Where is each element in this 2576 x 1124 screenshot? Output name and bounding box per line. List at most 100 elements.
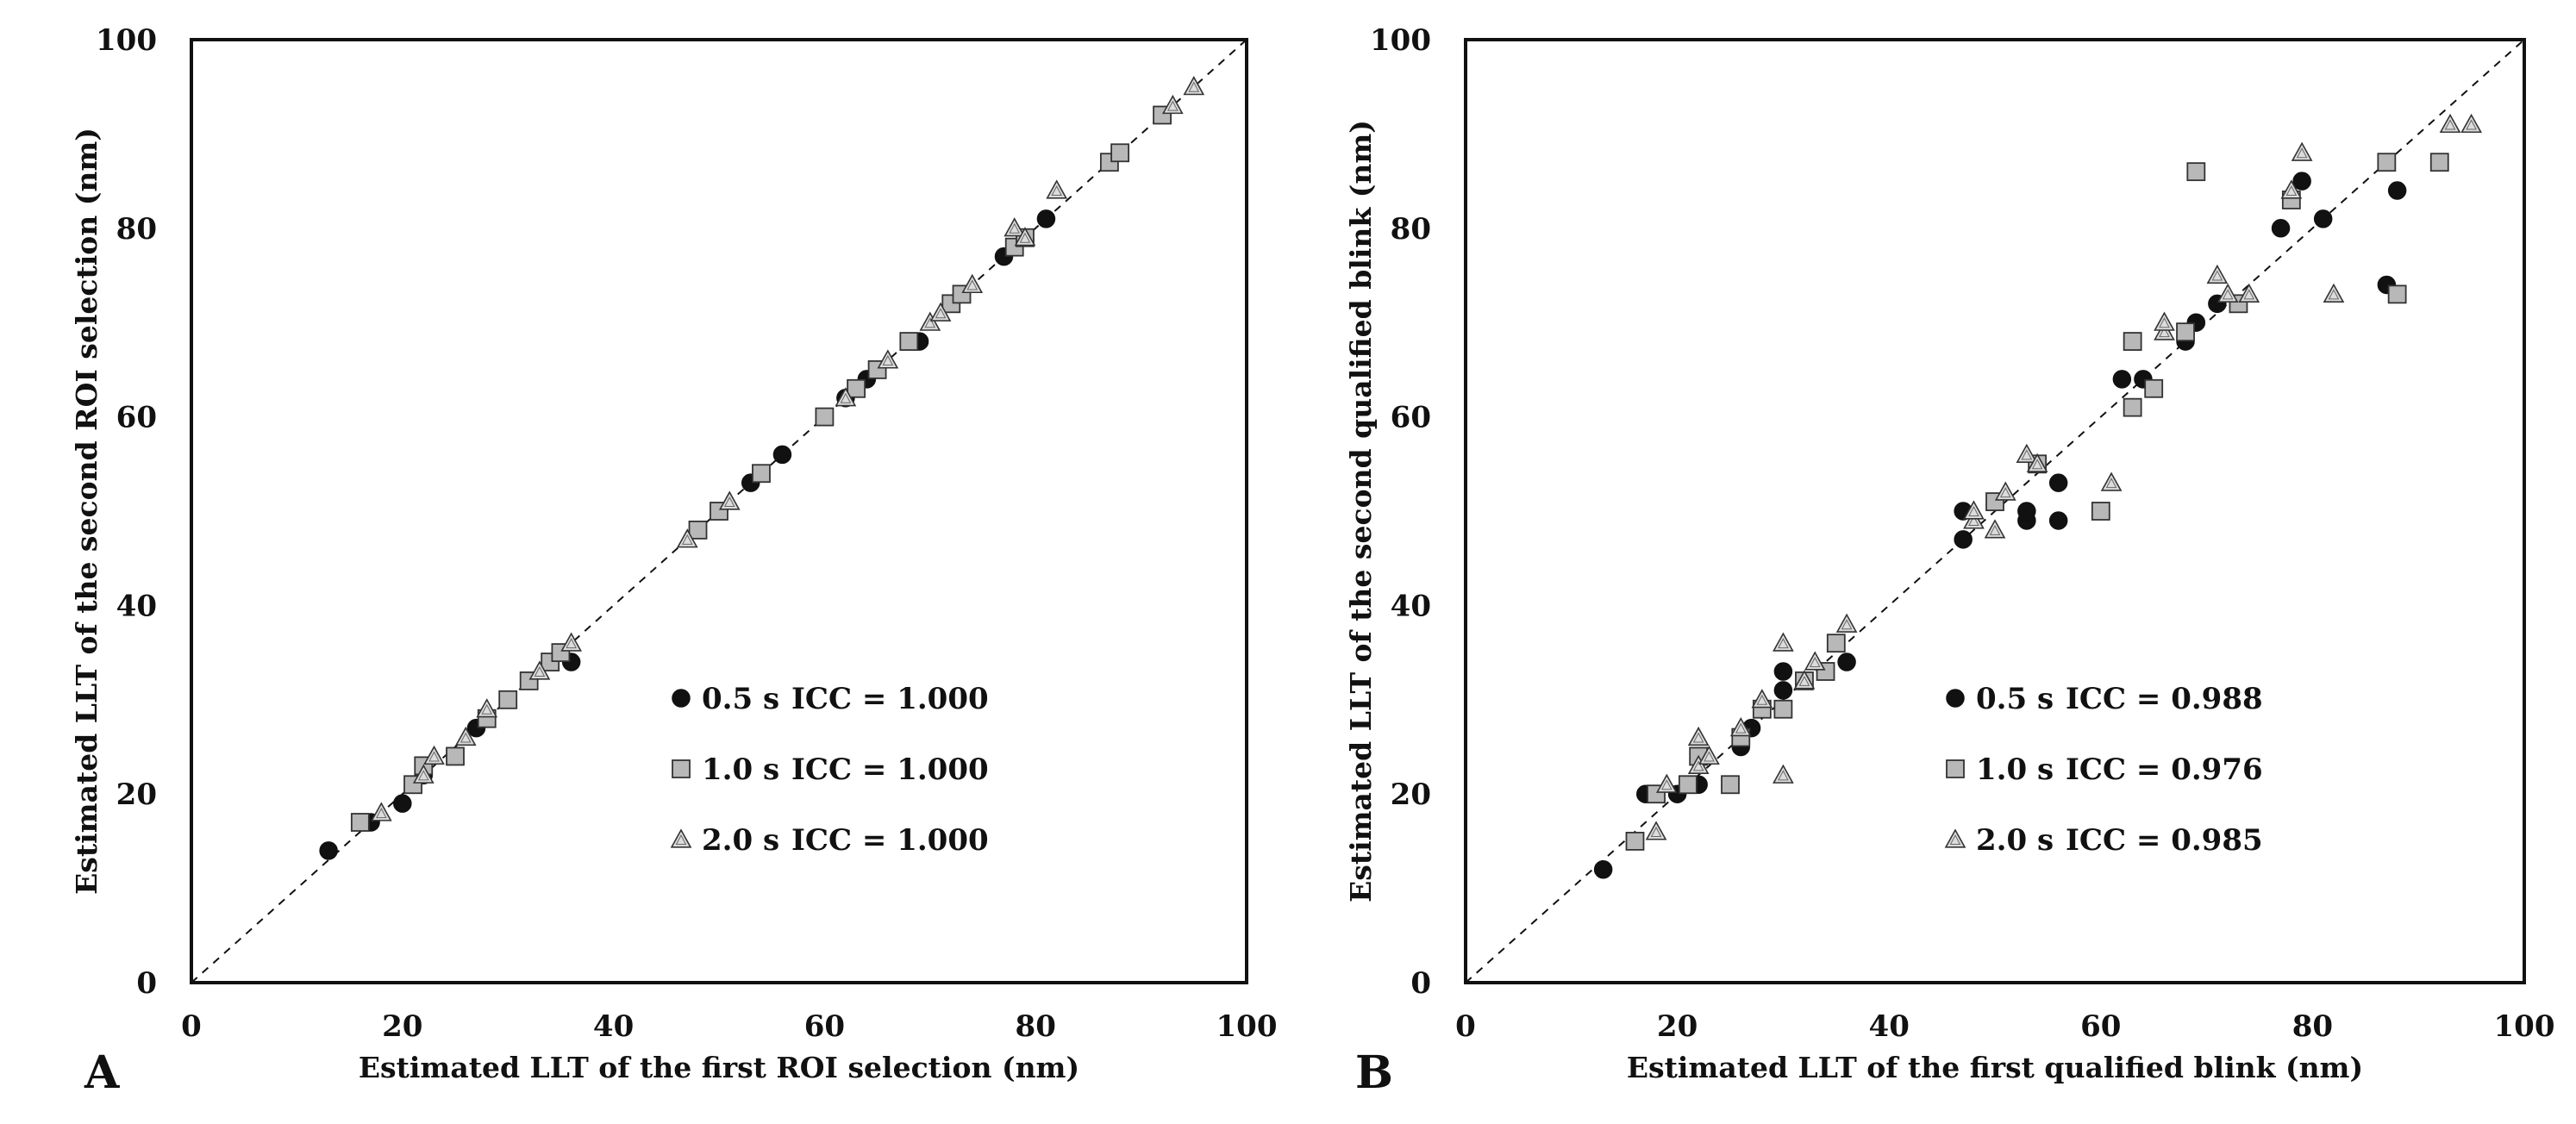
x-tick-label: 40 [593, 1009, 634, 1044]
data-point-square [752, 464, 771, 484]
y-tick-label: 20 [1391, 777, 1431, 812]
data-point-square [1721, 775, 1740, 795]
data-point-square [899, 332, 919, 351]
x-tick-label: 100 [1216, 1009, 1278, 1044]
data-point-triangle-inner [1968, 515, 1979, 526]
data-point-triangle-inner [1660, 779, 1673, 790]
data-point-triangle-inner [1841, 619, 1853, 630]
legend-series-name: 1.0 s [1976, 752, 2054, 787]
x-tick-label: 0 [1455, 1009, 1476, 1044]
data-point-square [498, 690, 518, 709]
data-point-triangle-inner [2021, 449, 2033, 460]
data-point-circle [1036, 209, 1056, 228]
y-tick-label: 40 [116, 589, 157, 623]
data-point-triangle [919, 311, 941, 331]
data-point-circle [772, 445, 792, 465]
data-point-triangle-inner [1051, 185, 1063, 197]
y-tick-label: 20 [116, 777, 157, 812]
data-point-triangle-inner [1650, 826, 1662, 837]
data-point-square [2429, 153, 2449, 172]
data-point-triangle-inner [1009, 222, 1021, 234]
data-point-triangle [1963, 500, 1985, 520]
data-point-triangle [1963, 509, 1985, 529]
data-point-triangle [1687, 754, 1710, 774]
data-point-triangle-inner [1019, 232, 1031, 243]
data-point-circle [2017, 502, 2036, 521]
data-point-triangle-inner [2031, 459, 2043, 470]
data-point-circle [2271, 219, 2291, 238]
data-point-triangle-inner [2159, 317, 2170, 328]
legend: 0.5 s ICC = 0.988 1.0 s ICC = 0.976 2.0 s ICC… [1944, 682, 2263, 858]
series-square [1625, 153, 2449, 851]
x-axis-label: Estimated LLT of the first qualified bli… [1627, 1051, 2363, 1084]
data-point-triangle [2460, 113, 2482, 134]
data-point-triangle [2154, 311, 2175, 331]
data-point-square [2123, 397, 2142, 417]
data-point-circle [1773, 681, 1793, 700]
data-point-triangle [423, 745, 445, 765]
legend: 0.5 s ICC = 1.000 1.0 s ICC = 1.000 2.0 s ICC… [670, 682, 989, 858]
x-tick-label: 80 [2292, 1009, 2333, 1044]
data-point-square [1625, 832, 1645, 851]
data-point-triangle-inner [2159, 327, 2170, 338]
data-point-triangle [2206, 264, 2229, 284]
data-point-triangle-inner [460, 732, 472, 743]
data-point-square [2091, 502, 2110, 521]
data-point-square [2387, 284, 2407, 304]
data-point-circle [1773, 662, 1793, 681]
data-point-triangle [877, 349, 899, 369]
data-point-triangle [2439, 113, 2461, 134]
data-point-triangle-inner [2296, 147, 2308, 159]
chart-panel-b: 0 20 40 60 80 100 0 20 40 60 80 100 Estimated LLT of… [1344, 23, 2554, 1099]
data-point-triangle-inner [1798, 675, 1810, 686]
data-point-circle [2112, 370, 2132, 389]
data-point-triangle [1835, 613, 1858, 633]
y-axis-label: Estimated LLT of the second ROI selectio… [70, 128, 103, 895]
data-point-triangle-inner [2105, 478, 2117, 489]
data-point-triangle [1046, 179, 1068, 199]
x-tick-label: 0 [181, 1009, 202, 1044]
data-point-triangle [718, 490, 741, 510]
data-point-triangle-inner [428, 751, 440, 762]
data-point-triangle [476, 698, 498, 718]
data-point-triangle [2216, 283, 2239, 303]
data-point-triangle-inner [375, 808, 387, 819]
legend-marker-circle [672, 689, 691, 708]
data-point-triangle [454, 726, 477, 746]
legend-icc-label: ICC = 0.988 [2066, 682, 2263, 716]
data-point-triangle-inner [481, 703, 493, 715]
data-point-triangle-inner [2466, 119, 2477, 130]
y-tick-label: 60 [1391, 401, 1431, 435]
data-point-triangle [1994, 481, 2016, 501]
data-point-triangle [1793, 670, 1816, 690]
data-point-triangle [2016, 443, 2038, 463]
y-tick-label: 60 [116, 401, 157, 435]
data-point-triangle-inner [1756, 694, 1768, 705]
data-point-triangle-inner [2444, 119, 2456, 130]
x-tick-label: 80 [1016, 1009, 1056, 1044]
data-point-triangle-inner [1968, 505, 1979, 516]
data-point-triangle-inner [935, 308, 947, 319]
data-point-triangle-inner [1778, 770, 1789, 781]
legend-marker-triangle-inner [1949, 834, 1961, 845]
data-point-triangle [1655, 773, 1678, 793]
data-point-circle [2292, 172, 2311, 190]
data-point-triangle-inner [566, 638, 577, 649]
data-point-triangle-inner [2243, 289, 2255, 300]
data-point-triangle [676, 528, 698, 548]
data-point-square [847, 378, 866, 398]
x-tick-label: 60 [804, 1009, 845, 1044]
data-point-triangle-inner [417, 770, 429, 781]
data-point-circle [1837, 653, 1856, 671]
data-point-triangle [2026, 453, 2048, 472]
data-point-triangle-inner [1166, 100, 1179, 111]
series-circle [1593, 172, 2407, 879]
data-point-triangle [2280, 179, 2303, 199]
data-point-triangle [412, 764, 435, 784]
data-point-square [1678, 775, 1698, 795]
data-point-triangle-inner [2211, 270, 2223, 281]
data-point-square [2144, 378, 2164, 398]
y-tick-label: 40 [1391, 589, 1431, 623]
legend-series-name: 0.5 s [702, 682, 779, 716]
